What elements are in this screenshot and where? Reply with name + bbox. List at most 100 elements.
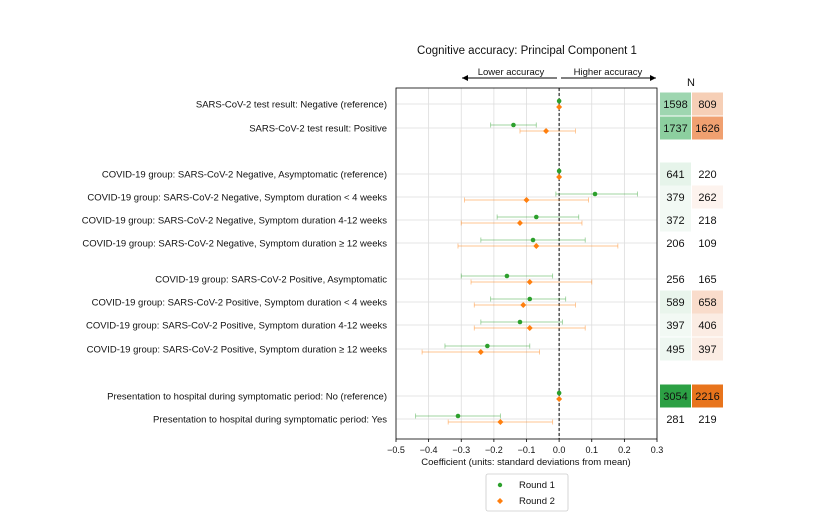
n-round-1-value: 379 bbox=[666, 192, 684, 204]
round-2-point bbox=[533, 243, 540, 249]
round-2-point bbox=[543, 128, 550, 134]
row-label: COVID-19 group: SARS-CoV-2 Positive, Sym… bbox=[92, 298, 388, 309]
legend: Round 1 Round 2 bbox=[485, 473, 569, 512]
n-round-1-value: 372 bbox=[666, 215, 684, 227]
row-label: SARS-CoV-2 test result: Negative (refere… bbox=[196, 100, 387, 111]
legend-round-2-label: Round 2 bbox=[519, 496, 555, 507]
n-round-2-cell bbox=[692, 267, 723, 291]
n-round-2-cell bbox=[692, 313, 723, 337]
n-round-1-cell bbox=[660, 267, 691, 291]
round-2-point bbox=[516, 220, 523, 226]
n-round-1-value: 1598 bbox=[663, 99, 687, 111]
lower-accuracy-label: Lower accuracy bbox=[478, 67, 545, 78]
round-2-point bbox=[556, 104, 563, 110]
n-round-2-cell bbox=[692, 407, 723, 431]
round-1-point bbox=[592, 191, 598, 197]
n-round-2-cell bbox=[692, 162, 723, 186]
round-2-point bbox=[523, 197, 530, 203]
n-round-2-cell bbox=[692, 231, 723, 255]
x-tick-label: −0.1 bbox=[518, 445, 536, 455]
n-round-1-value: 397 bbox=[666, 320, 684, 332]
row-label: COVID-19 group: SARS-CoV-2 Negative, Sym… bbox=[82, 239, 387, 250]
n-round-1-cell bbox=[660, 116, 691, 140]
n-round-1-value: 1737 bbox=[663, 123, 687, 135]
row-label: COVID-19 group: SARS-CoV-2 Negative, Sym… bbox=[82, 216, 387, 227]
n-round-2-value: 218 bbox=[698, 215, 716, 227]
n-header: N bbox=[687, 77, 695, 89]
n-round-2-cell bbox=[692, 337, 723, 361]
n-round-2-value: 109 bbox=[698, 238, 716, 250]
round-1-point bbox=[511, 122, 516, 128]
x-tick-label: −0.4 bbox=[420, 445, 438, 455]
x-tick-label: −0.2 bbox=[485, 445, 503, 455]
row-label: COVID-19 group: SARS-CoV-2 Positive, Sym… bbox=[87, 345, 388, 356]
direction-indicator: Lower accuracy Higher accuracy bbox=[462, 67, 656, 81]
data-marks bbox=[415, 98, 638, 425]
x-tick-label: −0.3 bbox=[452, 445, 470, 455]
n-round-2-value: 220 bbox=[698, 169, 716, 181]
chart-title: Cognitive accuracy: Principal Component … bbox=[417, 45, 637, 57]
lower-accuracy-arrowhead bbox=[462, 75, 468, 81]
round-1-point bbox=[556, 98, 562, 104]
n-round-1-value: 256 bbox=[666, 274, 684, 286]
n-round-2-cell bbox=[692, 384, 723, 408]
n-round-1-cell bbox=[660, 185, 691, 209]
n-round-1-value: 495 bbox=[666, 344, 684, 356]
x-tick-label: −0.5 bbox=[387, 445, 405, 455]
round-1-point bbox=[455, 413, 461, 419]
n-round-2-value: 262 bbox=[698, 192, 716, 204]
higher-accuracy-label: Higher accuracy bbox=[574, 67, 643, 78]
round-2-point bbox=[526, 325, 533, 331]
row-label: COVID-19 group: SARS-CoV-2 Negative, Asy… bbox=[102, 170, 387, 181]
n-round-2-cell bbox=[692, 116, 723, 140]
n-round-1-value: 589 bbox=[666, 297, 684, 309]
row-label: COVID-19 group: SARS-CoV-2 Negative, Sym… bbox=[87, 193, 387, 204]
legend-round-1-marker bbox=[497, 482, 503, 488]
round-1-point bbox=[533, 214, 539, 220]
n-round-2-value: 397 bbox=[698, 344, 716, 356]
n-round-1-value: 641 bbox=[666, 169, 684, 181]
n-round-1-value: 281 bbox=[666, 414, 684, 426]
round-1-point bbox=[485, 343, 490, 349]
legend-round-2-marker bbox=[497, 498, 503, 504]
n-round-2-value: 406 bbox=[698, 320, 716, 332]
row-label: COVID-19 group: SARS-CoV-2 Positive, Sym… bbox=[86, 321, 387, 332]
n-round-1-cell bbox=[660, 337, 691, 361]
n-round-2-value: 1626 bbox=[695, 123, 719, 135]
row-label: SARS-CoV-2 test result: Positive bbox=[249, 124, 387, 135]
legend-round-1-label: Round 1 bbox=[519, 480, 555, 491]
n-round-1-value: 3054 bbox=[663, 391, 687, 403]
n-round-1-cell bbox=[660, 384, 691, 408]
round-2-point bbox=[497, 419, 504, 425]
round-2-point bbox=[477, 349, 484, 355]
n-round-1-cell bbox=[660, 407, 691, 431]
n-round-1-cell bbox=[660, 231, 691, 255]
n-round-2-value: 658 bbox=[698, 297, 716, 309]
legend-frame bbox=[485, 473, 569, 512]
n-round-1-cell bbox=[660, 313, 691, 337]
n-round-1-cell bbox=[660, 208, 691, 232]
round-2-point bbox=[520, 302, 527, 308]
n-round-1-value: 206 bbox=[666, 238, 684, 250]
n-round-1-cell bbox=[660, 290, 691, 314]
gridlines bbox=[395, 88, 658, 439]
n-round-2-value: 165 bbox=[698, 274, 716, 286]
x-tick-label: 0.0 bbox=[553, 445, 566, 455]
n-round-2-value: 219 bbox=[698, 414, 716, 426]
x-tick-label: 0.2 bbox=[618, 445, 631, 455]
round-1-point bbox=[556, 390, 562, 396]
round-2-point bbox=[556, 174, 563, 180]
n-round-1-cell bbox=[660, 162, 691, 186]
round-2-point bbox=[526, 279, 533, 285]
higher-accuracy-arrowhead bbox=[650, 75, 656, 81]
x-axis: −0.5 −0.4 −0.3 −0.2 −0.1 0.0 0.1 0.2 0.3 bbox=[387, 439, 663, 455]
n-round-2-cell bbox=[692, 290, 723, 314]
round-1-point bbox=[556, 168, 562, 174]
n-round-2-value: 809 bbox=[698, 99, 716, 111]
x-axis-label: Coefficient (units: standard deviations … bbox=[421, 457, 630, 468]
sample-size-table: 1598 809 1737 1626 641 220 379 262 372 218 206 109 2… bbox=[660, 92, 723, 431]
round-1-point bbox=[527, 296, 533, 302]
x-tick-label: 0.3 bbox=[651, 445, 664, 455]
n-round-2-cell bbox=[692, 92, 723, 116]
